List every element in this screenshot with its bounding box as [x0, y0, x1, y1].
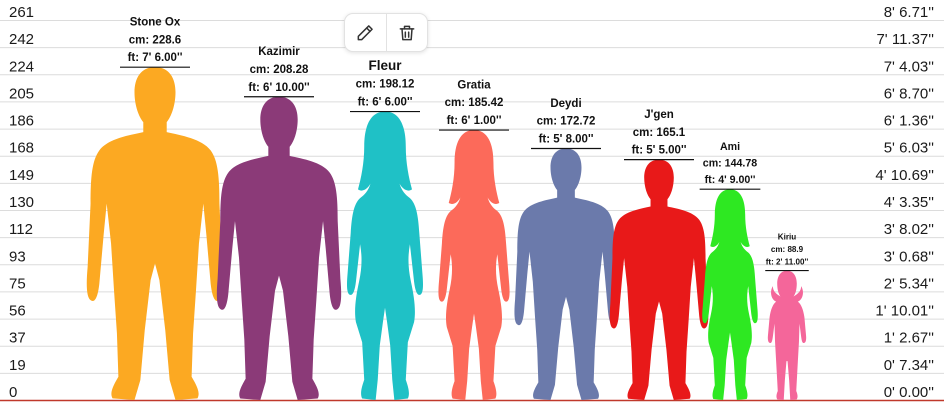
y-tick-label-cm: 224 — [9, 58, 34, 75]
height-ft-label: ft: 5' 5.00'' — [632, 145, 687, 157]
height-ft-label: ft: 6' 1.00'' — [447, 115, 502, 127]
y-tick-label-ft: 5' 6.03'' — [884, 140, 934, 157]
height-ft-label: ft: 2' 11.00'' — [766, 258, 809, 267]
y-tick-label-ft: 4' 10.69'' — [875, 167, 934, 184]
y-tick-label-cm: 130 — [9, 194, 34, 211]
y-tick-label-cm: 56 — [9, 303, 26, 320]
y-tick-label-cm: 0 — [9, 384, 17, 401]
height-ft-label: ft: 6' 6.00'' — [358, 97, 413, 109]
pencil-icon — [357, 24, 374, 40]
y-tick-label-cm: 112 — [9, 221, 33, 238]
figure-silhouette[interactable] — [216, 96, 342, 401]
y-tick-label-ft: 0' 7.34'' — [884, 357, 934, 374]
edit-button[interactable] — [345, 14, 386, 51]
toolbar-divider — [385, 14, 387, 51]
delete-button[interactable] — [387, 14, 428, 51]
height-ft-label: ft: 7' 6.00'' — [128, 52, 183, 64]
figure-silhouette[interactable] — [86, 67, 224, 400]
height-cm-label: cm: 185.42 — [445, 97, 504, 109]
height-cm-label: cm: 88.9 — [771, 245, 804, 254]
y-tick-label-cm: 205 — [9, 85, 34, 102]
y-tick-label-ft: 1' 2.67'' — [884, 330, 934, 347]
y-tick-label-cm: 149 — [9, 167, 34, 184]
y-tick-label-cm: 37 — [9, 330, 26, 347]
y-tick-label-cm: 186 — [9, 113, 34, 130]
figure-silhouette[interactable] — [346, 111, 424, 400]
height-ft-label: ft: 4' 9.00'' — [705, 174, 756, 186]
figure-silhouette[interactable] — [702, 189, 758, 400]
tick-layer: 261 8' 6.71'' 242 7' 11.37'' 224 7' 4.03'' 205… — [9, 4, 934, 401]
y-tick-label-ft: 4' 3.35'' — [884, 194, 934, 211]
figure-name-label: Ami — [720, 141, 740, 153]
y-tick-label-ft: 6' 1.36'' — [884, 113, 934, 130]
y-tick-label-ft: 2' 5.34'' — [884, 275, 934, 292]
figure-name-label: J'gen — [644, 109, 674, 121]
y-tick-label-cm: 261 — [9, 4, 34, 21]
y-tick-label-ft: 3' 0.68'' — [884, 248, 934, 265]
figure-toolbar — [344, 13, 428, 52]
figure-name-label: Kazimir — [258, 46, 300, 58]
trash-icon — [399, 25, 415, 40]
figure-silhouette[interactable] — [514, 148, 618, 400]
figure-name-label: Gratia — [457, 79, 491, 91]
y-tick-label-ft: 7' 11.37'' — [876, 31, 934, 48]
height-cm-label: cm: 144.78 — [703, 158, 758, 170]
figure-silhouette[interactable] — [609, 159, 709, 400]
y-tick-label-cm: 93 — [9, 248, 26, 265]
y-tick-label-cm: 19 — [9, 357, 26, 374]
height-ft-label: ft: 5' 8.00'' — [539, 134, 594, 146]
figure-layer — [86, 67, 807, 401]
y-tick-label-ft: 7' 4.03'' — [884, 58, 934, 75]
y-tick-label-ft: 6' 8.70'' — [884, 85, 934, 102]
y-tick-label-ft: 8' 6.71'' — [884, 4, 934, 21]
height-cm-label: cm: 208.28 — [250, 64, 309, 76]
y-tick-label-ft: 3' 8.02'' — [884, 221, 934, 238]
label-layer: ft: 7' 6.00'' cm: 228.6 Stone Ox ft: 6' 10.… — [120, 17, 809, 272]
figure-silhouette[interactable] — [767, 270, 807, 401]
height-cm-label: cm: 165.1 — [633, 127, 686, 139]
height-ft-label: ft: 6' 10.00'' — [248, 82, 310, 94]
y-tick-label-cm: 75 — [9, 275, 26, 292]
height-cm-label: cm: 228.6 — [129, 34, 181, 46]
y-tick-label-ft: 1' 10.01'' — [875, 303, 934, 320]
figure-name-label: Stone Ox — [130, 17, 181, 29]
height-cm-label: cm: 172.72 — [537, 116, 596, 128]
y-tick-label-cm: 242 — [9, 31, 34, 48]
y-tick-label-cm: 168 — [9, 140, 34, 157]
figure-name-label: Kiriu — [778, 232, 796, 241]
figure-name-label: Fleur — [368, 58, 402, 73]
y-tick-label-ft: 0' 0.00'' — [884, 384, 934, 401]
figure-name-label: Deydi — [550, 98, 581, 110]
height-cm-label: cm: 198.12 — [356, 79, 415, 91]
figure-silhouette[interactable] — [438, 130, 510, 400]
